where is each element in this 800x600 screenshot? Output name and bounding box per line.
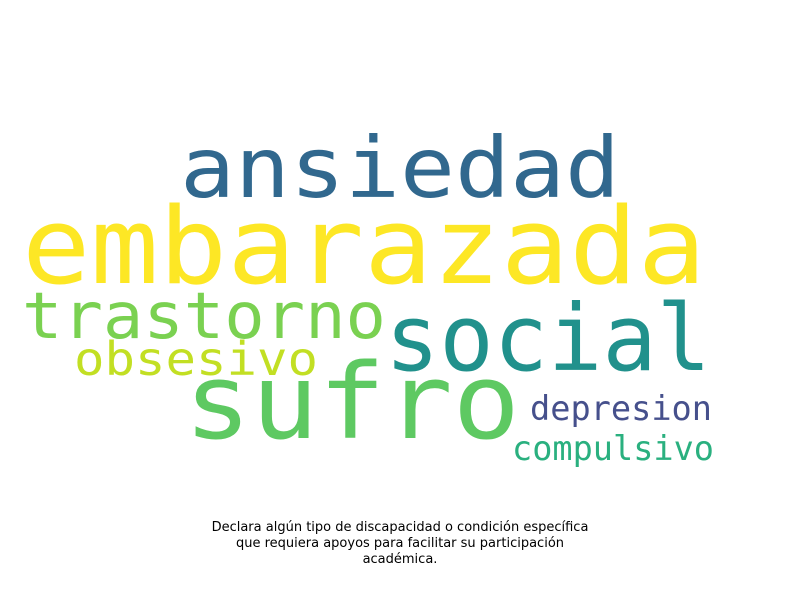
- word-depresion: depresion: [530, 389, 712, 429]
- word-social: social: [385, 285, 711, 392]
- word-obsesivo: obsesivo: [74, 332, 318, 386]
- caption-line-1: Declara algún tipo de discapacidad o con…: [211, 520, 589, 535]
- figure-caption: Declara algún tipo de discapacidad o con…: [0, 520, 800, 568]
- caption-line-3: académica.: [362, 552, 438, 567]
- caption-line-2: que requiera apoyos para facilitar su pa…: [235, 536, 565, 551]
- word-trastorno: trastorno: [22, 280, 386, 354]
- word-sufro: sufro: [184, 341, 520, 463]
- word-ansiedad: ansiedad: [180, 119, 620, 217]
- word-compulsivo: compulsivo: [512, 429, 714, 469]
- word-embarazada: embarazada: [22, 185, 706, 308]
